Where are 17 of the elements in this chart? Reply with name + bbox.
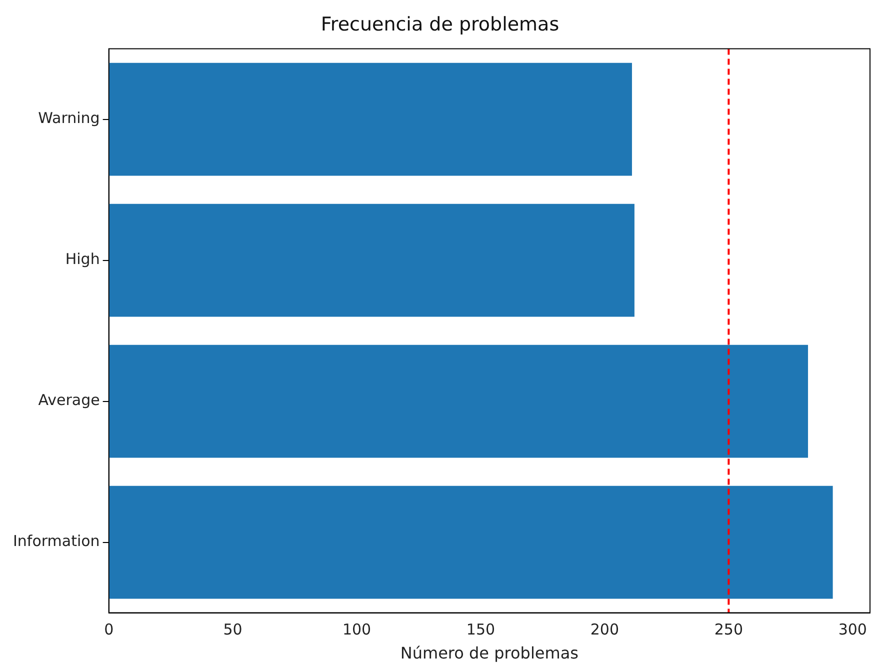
y-tick-label: High xyxy=(65,250,100,268)
y-tick-label: Warning xyxy=(38,109,100,128)
bar xyxy=(108,344,808,458)
x-tick-label: 50 xyxy=(223,620,242,639)
chart-title: Frecuencia de problemas xyxy=(320,13,560,36)
bar xyxy=(108,62,632,176)
x-tick-label: 250 xyxy=(714,620,743,639)
x-tick-label: 300 xyxy=(838,620,867,639)
x-tick-label: 200 xyxy=(590,620,620,639)
x-axis-title: Número de problemas xyxy=(400,644,578,663)
y-tick-label: Information xyxy=(12,532,100,550)
bar xyxy=(108,204,634,317)
y-tick-label: Average xyxy=(38,391,100,410)
x-tick-label: 100 xyxy=(342,620,372,639)
x-tick-label: 0 xyxy=(104,620,114,639)
bar xyxy=(108,486,833,599)
x-tick-label: 150 xyxy=(466,620,496,639)
